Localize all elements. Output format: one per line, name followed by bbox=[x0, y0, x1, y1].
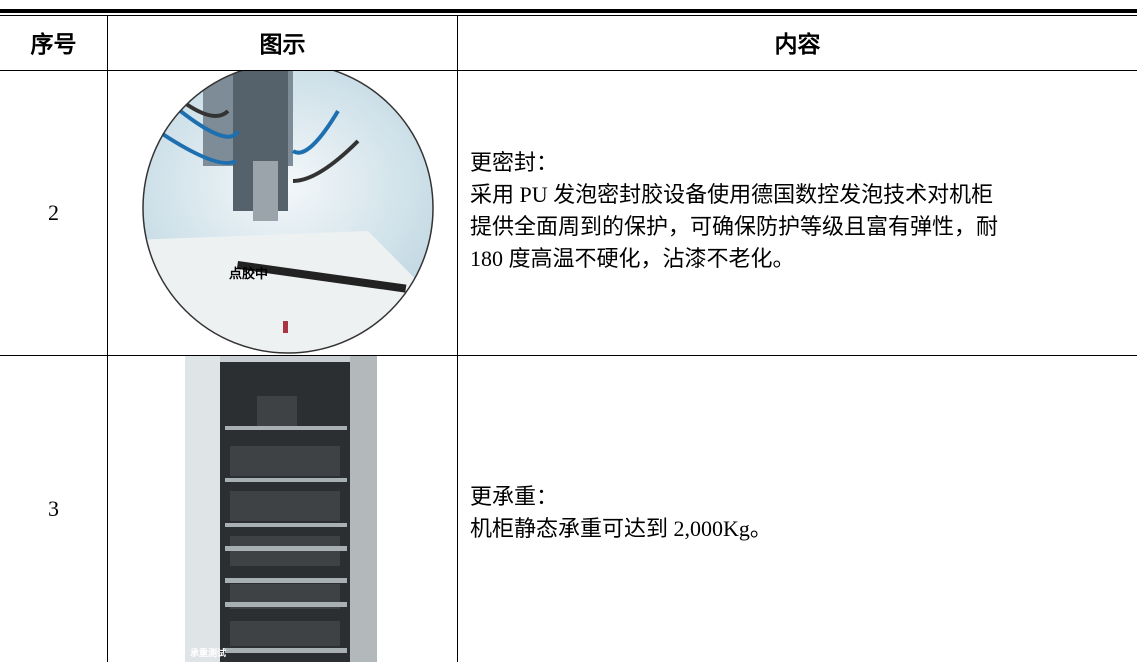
image-caption: 点胶中 bbox=[229, 266, 268, 282]
top-border-thin bbox=[0, 15, 1137, 16]
content-line: 提供全面周到的保护，可确保防护等级且富有弹性，耐 bbox=[470, 214, 999, 239]
content-title: 更承重： bbox=[470, 484, 559, 509]
content-line: 机柜静态承重可达到 2,000Kg。 bbox=[470, 516, 772, 541]
content-line: 180 度高温不硬化，沾漆不老化。 bbox=[470, 246, 795, 271]
top-border bbox=[0, 9, 1137, 13]
column-border bbox=[457, 16, 458, 662]
content-cell: 更密封： 采用 PU 发泡密封胶设备使用德国数控发泡技术对机柜 提供全面周到的保… bbox=[470, 147, 998, 275]
header-cell: 图示 bbox=[259, 32, 306, 58]
image-cabinet: 承重测试 bbox=[185, 356, 377, 662]
header-cell: 序号 bbox=[30, 32, 77, 58]
column-border bbox=[107, 16, 108, 662]
image-caption: 承重测试 bbox=[190, 647, 226, 659]
row-border bbox=[0, 355, 1137, 356]
content-cell: 更承重： 机柜静态承重可达到 2,000Kg。 bbox=[470, 481, 772, 545]
content-title: 更密封： bbox=[470, 150, 559, 175]
image-dispensing: 点胶中 bbox=[142, 71, 434, 354]
row-border bbox=[0, 70, 1137, 71]
header-cell: 内容 bbox=[774, 32, 821, 58]
content-line: 采用 PU 发泡密封胶设备使用德国数控发泡技术对机柜 bbox=[470, 182, 994, 207]
row-number: 2 bbox=[48, 200, 59, 225]
row-number: 3 bbox=[48, 496, 59, 521]
